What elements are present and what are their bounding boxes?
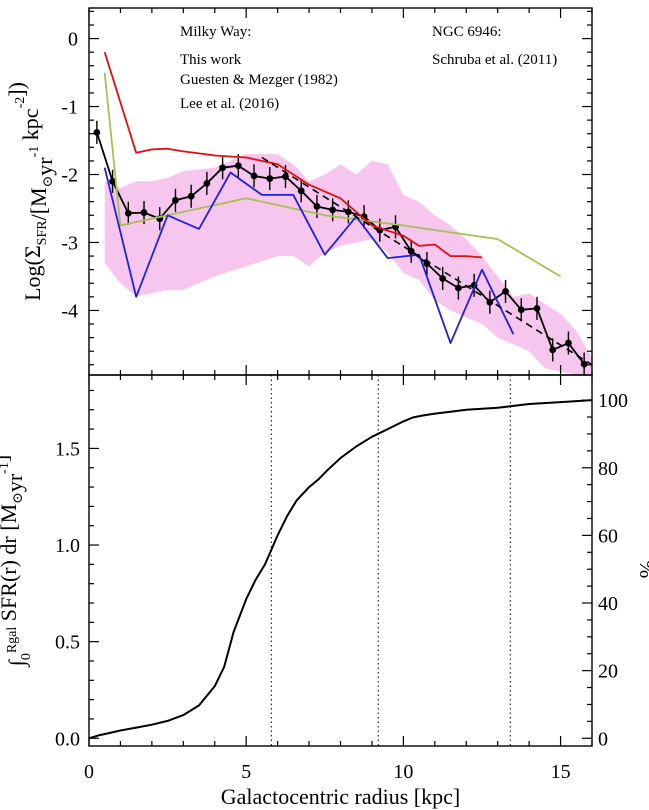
top-y-tick-label: -3 [61,232,78,254]
legend-entry: Schruba et al. (2011) [432,52,557,68]
data-point [565,339,572,347]
data-point [109,177,116,185]
data-point [282,173,289,180]
series-line-lee-et-al-2016 [103,167,515,345]
x-axis-title: Galactocentric radius [kpc] [221,784,460,809]
uncertainty-band [104,154,592,375]
top-y-tick-label: -1 [61,97,78,119]
top-y-tick-label: -4 [61,300,78,322]
x-tick-label: 0 [84,761,94,783]
data-point [93,128,101,136]
top-y-tick-label: 0 [68,29,78,51]
data-point [454,284,462,292]
data-point [517,306,525,314]
right-y-tick-label: 40 [598,593,618,615]
bottom-y-tick-label: 1.0 [55,535,80,557]
data-point [234,162,242,170]
data-point [297,187,305,195]
data-point [439,275,447,282]
data-point [580,360,588,368]
bottom-plot-frame [88,374,593,747]
bottom-y-tick-label: 0.5 [55,632,80,654]
data-point [313,203,321,210]
top-y-tick-label: -2 [61,165,78,187]
x-tick-label: 5 [241,761,251,783]
legend-milky-way-header: Milky Way: [180,24,251,40]
data-point [266,175,274,182]
right-y-tick-label: 20 [598,661,618,683]
right-y-tick-label: 0 [598,728,608,750]
data-point [140,209,148,216]
data-point [124,209,132,217]
data-point [203,179,211,187]
series-line-guesten-mezger-1982 [103,72,562,278]
data-point [533,304,541,312]
legend-entry: Lee et al. (2016) [180,96,279,112]
data-point [187,192,195,200]
right-y-tick-label: 100 [598,390,628,412]
legend-ngc-header: NGC 6946: [432,24,502,40]
right-y-tick-label: 80 [598,458,618,480]
data-point [502,288,509,295]
legend-entry: Guesten & Mezger (1982) [180,72,338,88]
top-y-axis-title: Log(ΣSFR/[M⊙yr-1 kpc-2]) [4,82,57,301]
data-point [219,164,227,172]
cumulative-sfr-line [88,399,593,740]
data-point [486,298,494,306]
right-axis-title: % [635,560,649,578]
x-tick-label: 15 [551,761,571,783]
data-point [549,346,557,354]
data-point [329,206,337,214]
right-y-tick-label: 60 [598,525,618,547]
data-point [172,196,179,204]
bottom-y-tick-label: 0.0 [55,728,80,750]
data-point [250,172,258,180]
series-line-schruba-et-al-2011 [103,51,483,259]
legend-entry: This work [180,52,242,68]
bottom-y-axis-title: ∫0Rgal SFR(r) dr [M⊙yr-1] [0,455,34,668]
x-tick-label: 10 [393,761,413,783]
fit-dashed-line [261,156,593,366]
bottom-y-tick-label: 1.5 [55,438,80,460]
